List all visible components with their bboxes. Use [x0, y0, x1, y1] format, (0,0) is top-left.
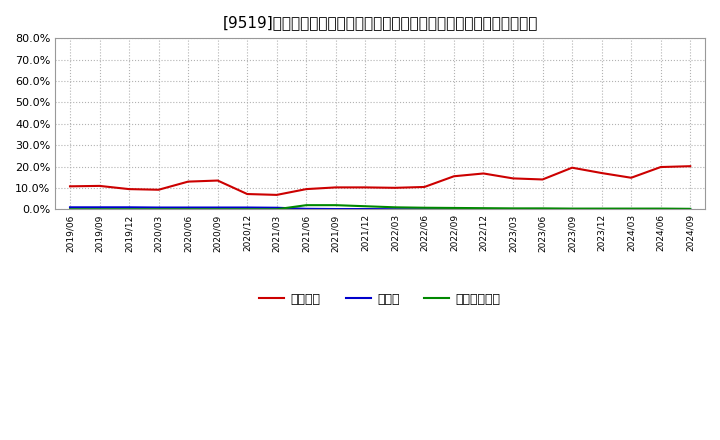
のれん [480, 207, 488, 212]
のれん [686, 207, 695, 212]
のれん [213, 205, 222, 210]
繰延税金資産 [331, 202, 340, 208]
のれん [361, 206, 369, 212]
繰延税金資産 [627, 206, 636, 211]
繰延税金資産 [154, 207, 163, 212]
繰延税金資産 [686, 206, 695, 212]
のれん [509, 207, 518, 212]
繰延税金資産 [302, 202, 310, 208]
自己資本 [449, 174, 458, 179]
繰延税金資産 [95, 207, 104, 212]
のれん [539, 207, 547, 212]
Legend: 自己資本, のれん, 繰延税金資産: 自己資本, のれん, 繰延税金資産 [254, 288, 505, 311]
繰延税金資産 [449, 205, 458, 211]
Title: [9519]　自己資本、のれん、繰延税金資産の総資産に対する比率の推移: [9519] 自己資本、のれん、繰延税金資産の総資産に対する比率の推移 [222, 15, 538, 30]
繰延税金資産 [125, 207, 133, 212]
のれん [331, 206, 340, 212]
自己資本 [243, 191, 251, 197]
繰延税金資産 [272, 207, 281, 212]
のれん [302, 206, 310, 212]
自己資本 [657, 165, 665, 170]
繰延税金資産 [361, 204, 369, 209]
のれん [66, 205, 74, 210]
繰延税金資産 [568, 206, 577, 211]
のれん [390, 207, 399, 212]
自己資本 [125, 187, 133, 192]
繰延税金資産 [420, 205, 428, 210]
繰延税金資産 [213, 207, 222, 212]
のれん [449, 207, 458, 212]
自己資本 [361, 185, 369, 190]
繰延税金資産 [539, 206, 547, 211]
Line: 繰延税金資産: 繰延税金資産 [70, 205, 690, 209]
自己資本 [95, 183, 104, 188]
繰延税金資産 [243, 207, 251, 212]
自己資本 [331, 185, 340, 190]
自己資本 [66, 183, 74, 189]
のれん [657, 207, 665, 212]
自己資本 [598, 170, 606, 176]
のれん [627, 207, 636, 212]
自己資本 [568, 165, 577, 170]
Line: 自己資本: 自己資本 [70, 166, 690, 195]
自己資本 [627, 175, 636, 180]
のれん [154, 205, 163, 210]
のれん [272, 205, 281, 210]
のれん [184, 205, 192, 210]
自己資本 [272, 192, 281, 198]
繰延税金資産 [480, 205, 488, 211]
自己資本 [686, 164, 695, 169]
繰延税金資産 [66, 207, 74, 212]
自己資本 [420, 184, 428, 190]
のれん [243, 205, 251, 210]
繰延税金資産 [390, 205, 399, 210]
自己資本 [539, 177, 547, 182]
自己資本 [302, 187, 310, 192]
Line: のれん: のれん [70, 207, 690, 209]
繰延税金資産 [598, 206, 606, 211]
のれん [95, 205, 104, 210]
のれん [598, 207, 606, 212]
自己資本 [213, 178, 222, 183]
自己資本 [509, 176, 518, 181]
自己資本 [480, 171, 488, 176]
繰延税金資産 [657, 206, 665, 211]
自己資本 [390, 185, 399, 191]
自己資本 [154, 187, 163, 192]
のれん [420, 207, 428, 212]
のれん [125, 205, 133, 210]
のれん [568, 207, 577, 212]
自己資本 [184, 179, 192, 184]
繰延税金資産 [509, 206, 518, 211]
繰延税金資産 [184, 207, 192, 212]
